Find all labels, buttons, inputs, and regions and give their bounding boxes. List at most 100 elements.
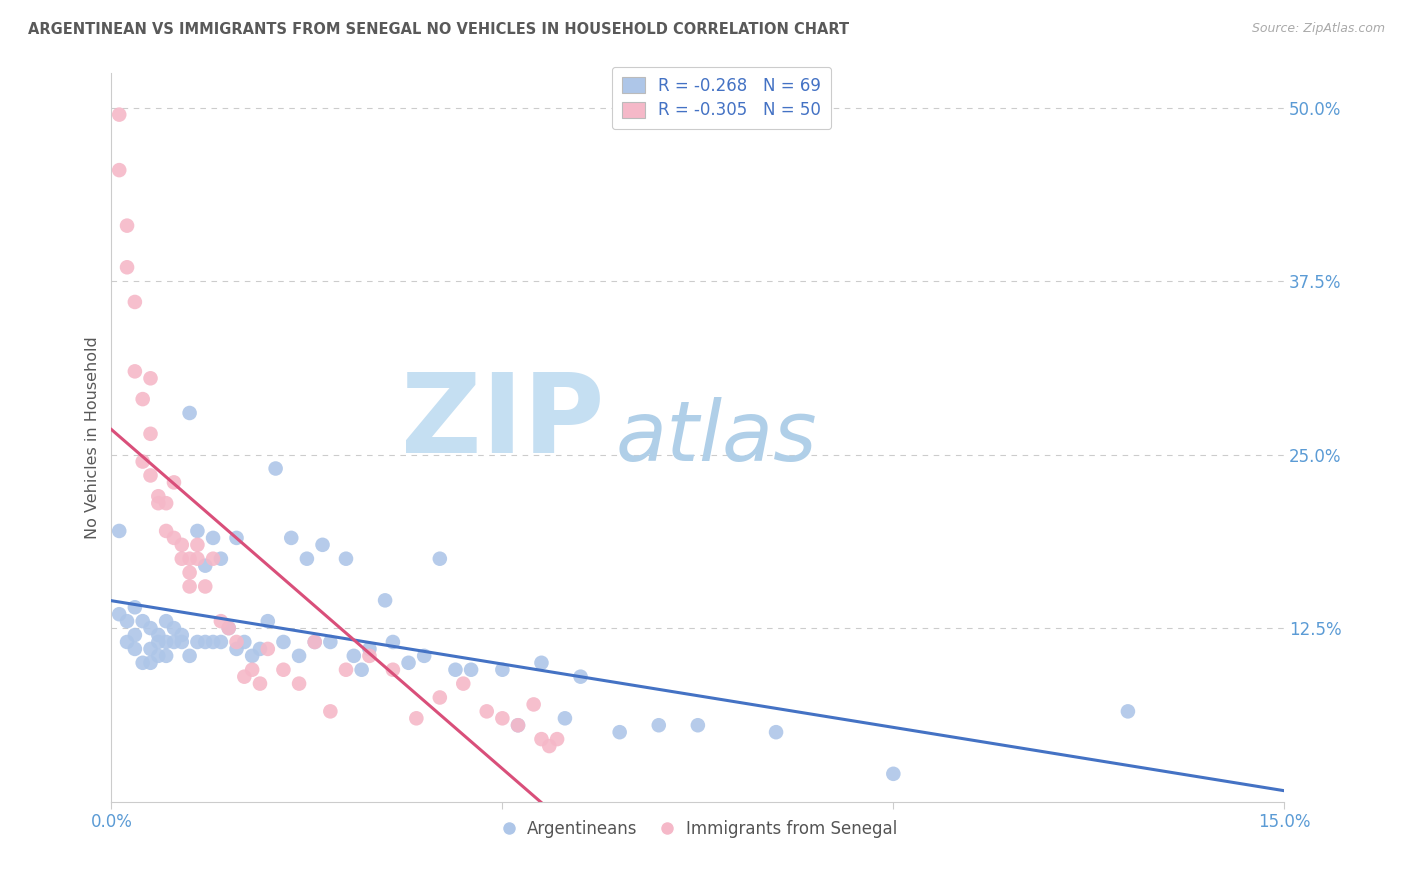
Point (148, 489, 170, 503)
Point (155, 524, 177, 538)
Point (429, 551, 451, 566)
Point (264, 461, 287, 475)
Point (343, 648, 366, 663)
Point (381, 635, 404, 649)
Point (546, 732, 568, 747)
Point (609, 725, 631, 739)
Point (765, 725, 787, 739)
Point (108, 524, 131, 538)
Point (148, 496, 170, 510)
Point (139, 426, 162, 441)
Point (124, 641, 146, 656)
Point (179, 406, 201, 420)
Legend: Argentineans, Immigrants from Senegal: Argentineans, Immigrants from Senegal (492, 813, 904, 844)
Point (460, 663, 482, 677)
Point (155, 496, 177, 510)
Text: atlas: atlas (616, 397, 817, 478)
Point (256, 641, 278, 656)
Point (194, 635, 217, 649)
Point (249, 641, 271, 656)
Point (139, 621, 162, 635)
Point (209, 614, 232, 628)
Point (115, 614, 138, 628)
Point (233, 670, 256, 684)
Point (155, 614, 177, 628)
Text: Source: ZipAtlas.com: Source: ZipAtlas.com (1251, 22, 1385, 36)
Point (335, 551, 357, 566)
Point (256, 614, 278, 628)
Text: ARGENTINEAN VS IMMIGRANTS FROM SENEGAL NO VEHICLES IN HOUSEHOLD CORRELATION CHAR: ARGENTINEAN VS IMMIGRANTS FROM SENEGAL N… (28, 22, 849, 37)
Point (453, 676, 475, 690)
Point (569, 670, 592, 684)
Point (163, 635, 186, 649)
Point (186, 551, 208, 566)
Point (240, 648, 263, 663)
Point (530, 732, 553, 747)
Point (273, 635, 295, 649)
Point (240, 663, 263, 677)
Point (319, 704, 342, 718)
Point (108, 163, 131, 178)
Point (155, 648, 177, 663)
Point (131, 454, 153, 468)
Point (194, 558, 217, 573)
Point (249, 676, 271, 690)
Point (202, 531, 225, 545)
Point (648, 718, 671, 732)
Point (523, 698, 546, 712)
Point (405, 711, 427, 725)
Point (139, 656, 162, 670)
Point (115, 260, 138, 275)
Point (359, 641, 381, 656)
Point (194, 579, 217, 593)
Point (148, 648, 170, 663)
Point (491, 663, 513, 677)
Point (209, 551, 232, 566)
Point (491, 711, 513, 725)
Point (295, 551, 318, 566)
Point (882, 767, 904, 781)
Point (202, 551, 225, 566)
Text: ZIP: ZIP (401, 369, 605, 476)
Point (179, 579, 201, 593)
Point (131, 656, 153, 670)
Point (398, 656, 420, 670)
Point (225, 641, 247, 656)
Point (179, 551, 201, 566)
Point (273, 663, 295, 677)
Point (170, 538, 193, 552)
Point (124, 295, 146, 310)
Point (124, 364, 146, 378)
Point (124, 600, 146, 615)
Point (280, 531, 302, 545)
Point (163, 621, 186, 635)
Point (186, 635, 208, 649)
Point (131, 392, 153, 406)
Point (170, 628, 193, 642)
Point (139, 468, 162, 483)
Point (319, 635, 342, 649)
Point (429, 690, 451, 705)
Point (179, 566, 201, 580)
Point (170, 635, 193, 649)
Point (108, 107, 131, 121)
Point (225, 531, 247, 545)
Point (170, 551, 193, 566)
Point (209, 635, 232, 649)
Point (335, 663, 357, 677)
Point (475, 704, 498, 718)
Point (413, 648, 436, 663)
Point (179, 648, 201, 663)
Point (131, 614, 153, 628)
Point (233, 635, 256, 649)
Point (538, 739, 561, 753)
Point (288, 676, 311, 690)
Point (148, 635, 170, 649)
Point (444, 663, 467, 677)
Point (350, 663, 373, 677)
Point (359, 648, 381, 663)
Point (288, 648, 311, 663)
Point (506, 718, 529, 732)
Point (139, 641, 162, 656)
Point (530, 656, 553, 670)
